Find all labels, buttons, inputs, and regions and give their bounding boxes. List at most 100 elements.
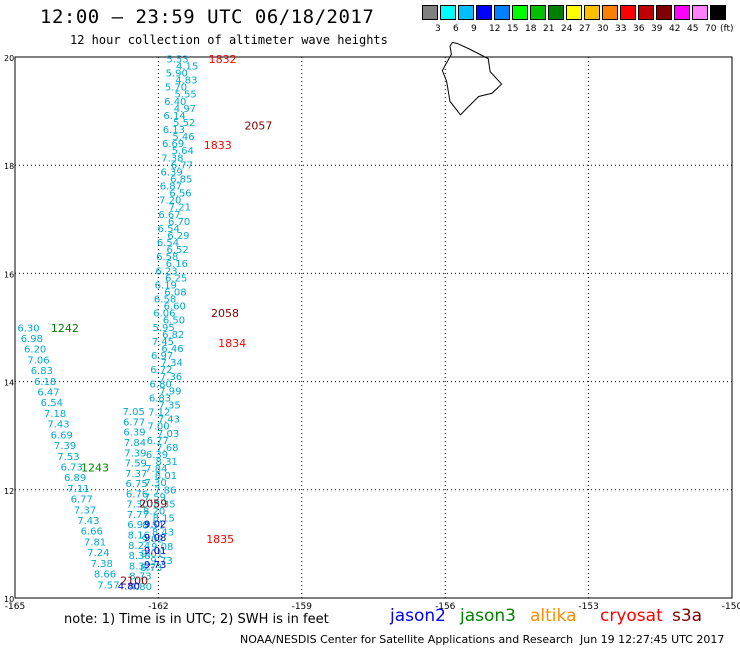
swh-value-label: 6.69 (51, 430, 73, 441)
swh-value-label: 6.20 (24, 345, 46, 356)
swh-value-label: 8.73 (129, 572, 151, 583)
swh-value-label: 4.15 (176, 61, 198, 72)
swh-value-label: 6.46 (161, 344, 183, 355)
swh-value-label: 6.50 (163, 316, 185, 327)
legend-swatch (458, 5, 474, 20)
swh-value-label: 7.20 (159, 196, 181, 207)
swh-value-label: 7.81 (84, 537, 106, 548)
swh-value-label: 6.87 (160, 182, 182, 193)
swh-value-label: 8.15 (153, 514, 175, 525)
swh-value-label: 8.38 (128, 551, 150, 562)
legend-swatch (476, 5, 492, 20)
swh-value-label: 6.40 (164, 97, 186, 108)
lat-tick-label: 16 (4, 270, 14, 279)
swh-value-label: 6.39 (123, 428, 145, 439)
swh-value-label: 6.85 (170, 174, 192, 185)
swh-value-label: 7.43 (47, 420, 69, 431)
legend-label: 30 (597, 24, 609, 34)
swh-value-label: 7.11 (67, 484, 89, 495)
swh-value-label: 6.77 (171, 160, 193, 171)
legend-label: 6 (453, 24, 459, 34)
swh-value-label: 6.13 (163, 125, 185, 136)
lat-tick-label: 10 (4, 595, 14, 604)
legend-swatch (638, 5, 654, 20)
generated-timestamp: Jun 19 12:27:45 UTC 2017 (580, 633, 725, 646)
footer-note: note: 1) Time is in UTC; 2) SWH is in fe… (64, 612, 329, 627)
swh-value-label: 7.30 (144, 478, 166, 489)
swh-value-label: 8.16 (128, 530, 150, 541)
swh-value-label: 6.39 (146, 450, 168, 461)
swh-value-label: 8.51 (142, 521, 164, 532)
swh-value-label: 8.20 (143, 506, 165, 517)
time-label-cryosat: 1833 (204, 139, 232, 152)
swh-value-label: 7.43 (77, 516, 99, 527)
lat-tick-label: 14 (4, 379, 14, 388)
swh-value-label: 8.32 (129, 561, 151, 572)
legend-label: 36 (633, 24, 645, 34)
swh-value-label: 9.01 (144, 546, 166, 557)
legend-swatch (512, 5, 528, 20)
legend-label: 33 (615, 24, 627, 34)
swh-value-label: 6.58 (154, 295, 176, 306)
swh-value-label: 9.01 (141, 549, 163, 560)
legend-label: 39 (651, 24, 663, 34)
swh-value-label: 7.37 (125, 469, 147, 480)
swh-value-label: 7.36 (160, 372, 182, 383)
time-label-s3a: 2100 (120, 574, 148, 587)
credit-text: NOAA/NESDIS Center for Satellite Applica… (240, 633, 574, 646)
swh-value-label: 6.18 (34, 377, 56, 388)
swh-value-label: 6.30 (17, 323, 39, 334)
swh-value-label: 7.35 (158, 400, 180, 411)
satellite-key-s3a: s3a (672, 606, 703, 626)
swh-value-label: 4.80 (130, 582, 152, 593)
swh-value-label: 6.83 (149, 393, 171, 404)
swh-value-label: 6.77 (123, 417, 145, 428)
swh-value-label: 7.45 (152, 337, 174, 348)
time-label-jason3: 1242 (51, 322, 79, 335)
swh-value-label: 6.08 (164, 287, 186, 298)
swh-value-label: 6.06 (153, 309, 175, 320)
swh-value-label: 6.58 (156, 252, 178, 263)
legend-label: 45 (687, 24, 699, 34)
swh-value-label: 6.23 (155, 266, 177, 277)
swh-value-label: 6.69 (162, 139, 184, 150)
legend-label: 70 (705, 24, 717, 34)
time-label-cryosat: 1832 (209, 53, 237, 66)
swh-value-label: 7.39 (54, 441, 76, 452)
legend-swatch (674, 5, 690, 20)
swh-value-label: 7.37 (74, 505, 96, 516)
page-title: 12:00 – 23:59 UTC 06/18/2017 (40, 6, 375, 28)
legend-swatch (710, 5, 726, 20)
swh-value-label: 7.43 (158, 415, 180, 426)
legend-label: 42 (669, 24, 681, 34)
swh-value-label: 7.57 (97, 580, 119, 591)
swh-value-label: 7.30 (126, 500, 148, 511)
time-label-jason3: 1243 (81, 461, 109, 474)
swh-value-label: 6.77 (71, 495, 93, 506)
legend-label: 27 (579, 24, 591, 34)
legend-unit: (ft) (720, 24, 734, 34)
swh-value-label: 6.80 (150, 379, 172, 390)
lat-tick-label: 18 (4, 162, 14, 171)
swh-value-label: 8.31 (156, 457, 178, 468)
swh-value-label: 7.00 (147, 422, 169, 433)
swh-value-label: 9.02 (142, 535, 164, 546)
swh-value-label: 6.66 (81, 527, 103, 538)
swh-value-label: 7.12 (148, 408, 170, 419)
swh-value-label: 6.77 (147, 436, 169, 447)
swh-value-label: 9.73 (150, 556, 172, 567)
swh-value-label: 6.25 (165, 273, 187, 284)
lat-tick-label: 20 (4, 54, 14, 63)
swh-value-label: 6.93 (127, 520, 149, 531)
swh-value-label: 7.18 (44, 409, 66, 420)
swh-value-label: 6.83 (31, 366, 53, 377)
legend-label: 24 (561, 24, 573, 34)
swh-value-label: 4.97 (174, 104, 196, 115)
swh-value-label: 7.53 (57, 452, 79, 463)
swh-value-label: 7.68 (156, 443, 178, 454)
swh-value-label: 6.29 (167, 231, 189, 242)
legend-label: 3 (435, 24, 441, 34)
swh-value-label: 7.38 (161, 153, 183, 164)
